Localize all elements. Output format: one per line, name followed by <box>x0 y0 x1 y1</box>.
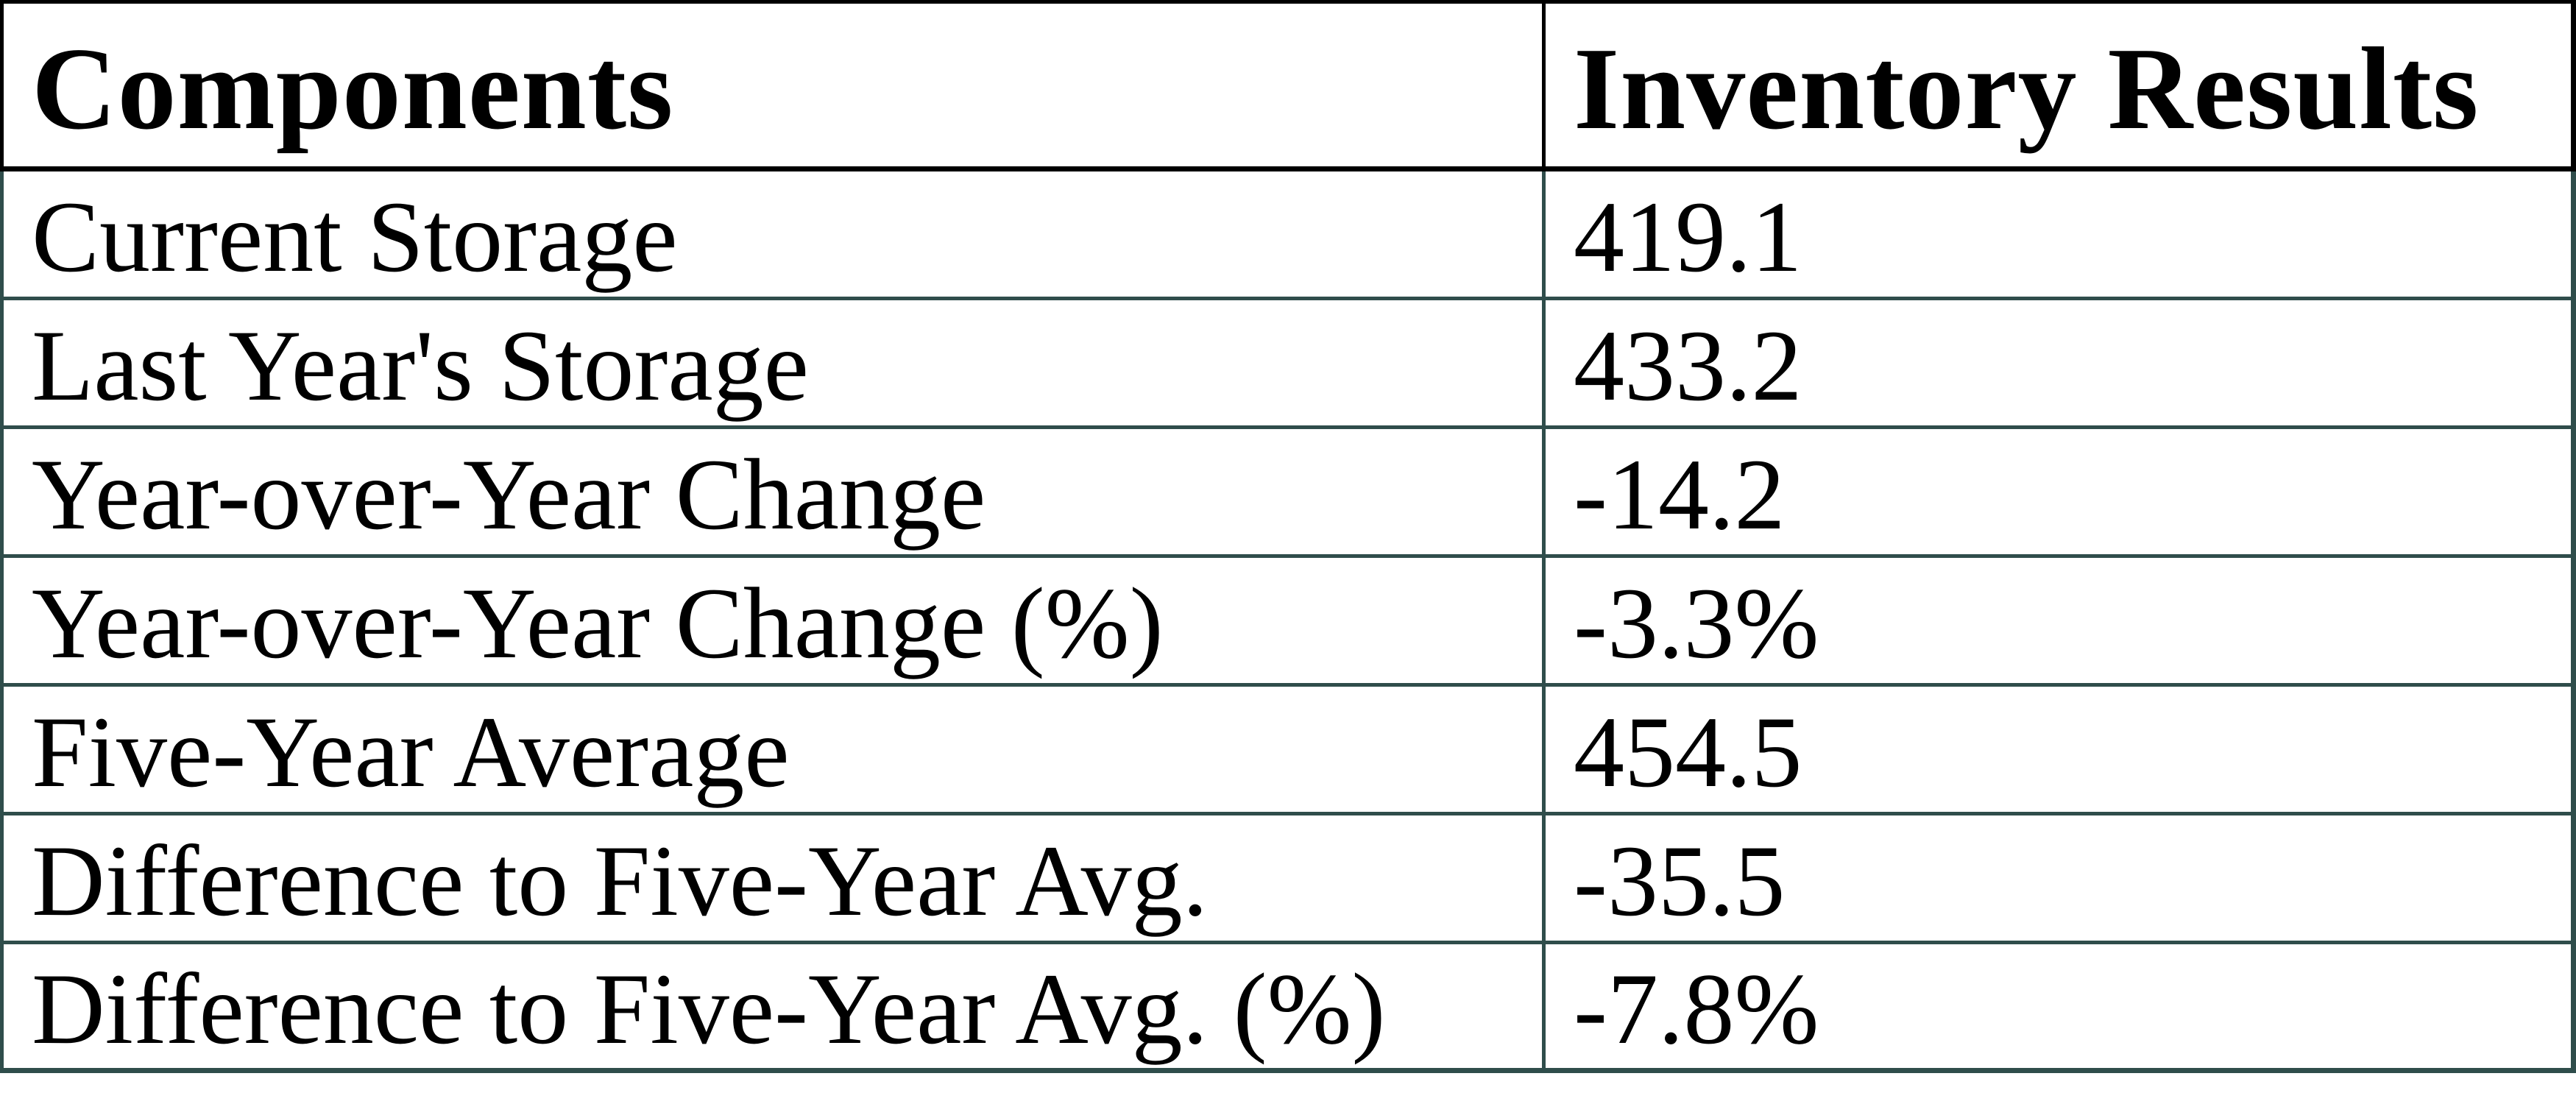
column-header-inventory-results: Inventory Results <box>1546 4 2576 166</box>
row-label-current-storage: Current Storage <box>0 171 1546 297</box>
table-row: Five-Year Average 454.5 <box>0 687 2576 815</box>
table-row: Current Storage 419.1 <box>0 171 2576 300</box>
table-row: Difference to Five-Year Avg. -35.5 <box>0 815 2576 944</box>
row-label-diff-five-year-avg-pct: Difference to Five-Year Avg. (%) <box>0 944 1546 1068</box>
row-value-yoy-change-pct: -3.3% <box>1546 558 2576 683</box>
table-row: Year-over-Year Change (%) -3.3% <box>0 558 2576 687</box>
row-value-last-years-storage: 433.2 <box>1546 300 2576 425</box>
row-value-five-year-average: 454.5 <box>1546 687 2576 812</box>
table-row: Difference to Five-Year Avg. (%) -7.8% <box>0 944 2576 1073</box>
row-label-five-year-average: Five-Year Average <box>0 687 1546 812</box>
row-value-yoy-change: -14.2 <box>1546 429 2576 554</box>
row-label-yoy-change: Year-over-Year Change <box>0 429 1546 554</box>
column-header-components: Components <box>0 4 1546 166</box>
table-row: Year-over-Year Change -14.2 <box>0 429 2576 558</box>
inventory-table: Components Inventory Results Current Sto… <box>0 0 2576 1073</box>
row-label-last-years-storage: Last Year's Storage <box>0 300 1546 425</box>
row-label-diff-five-year-avg: Difference to Five-Year Avg. <box>0 815 1546 941</box>
table-row: Last Year's Storage 433.2 <box>0 300 2576 429</box>
row-label-yoy-change-pct: Year-over-Year Change (%) <box>0 558 1546 683</box>
table-header-row: Components Inventory Results <box>0 0 2576 171</box>
row-value-diff-five-year-avg: -35.5 <box>1546 815 2576 941</box>
row-value-diff-five-year-avg-pct: -7.8% <box>1546 944 2576 1068</box>
row-value-current-storage: 419.1 <box>1546 171 2576 297</box>
